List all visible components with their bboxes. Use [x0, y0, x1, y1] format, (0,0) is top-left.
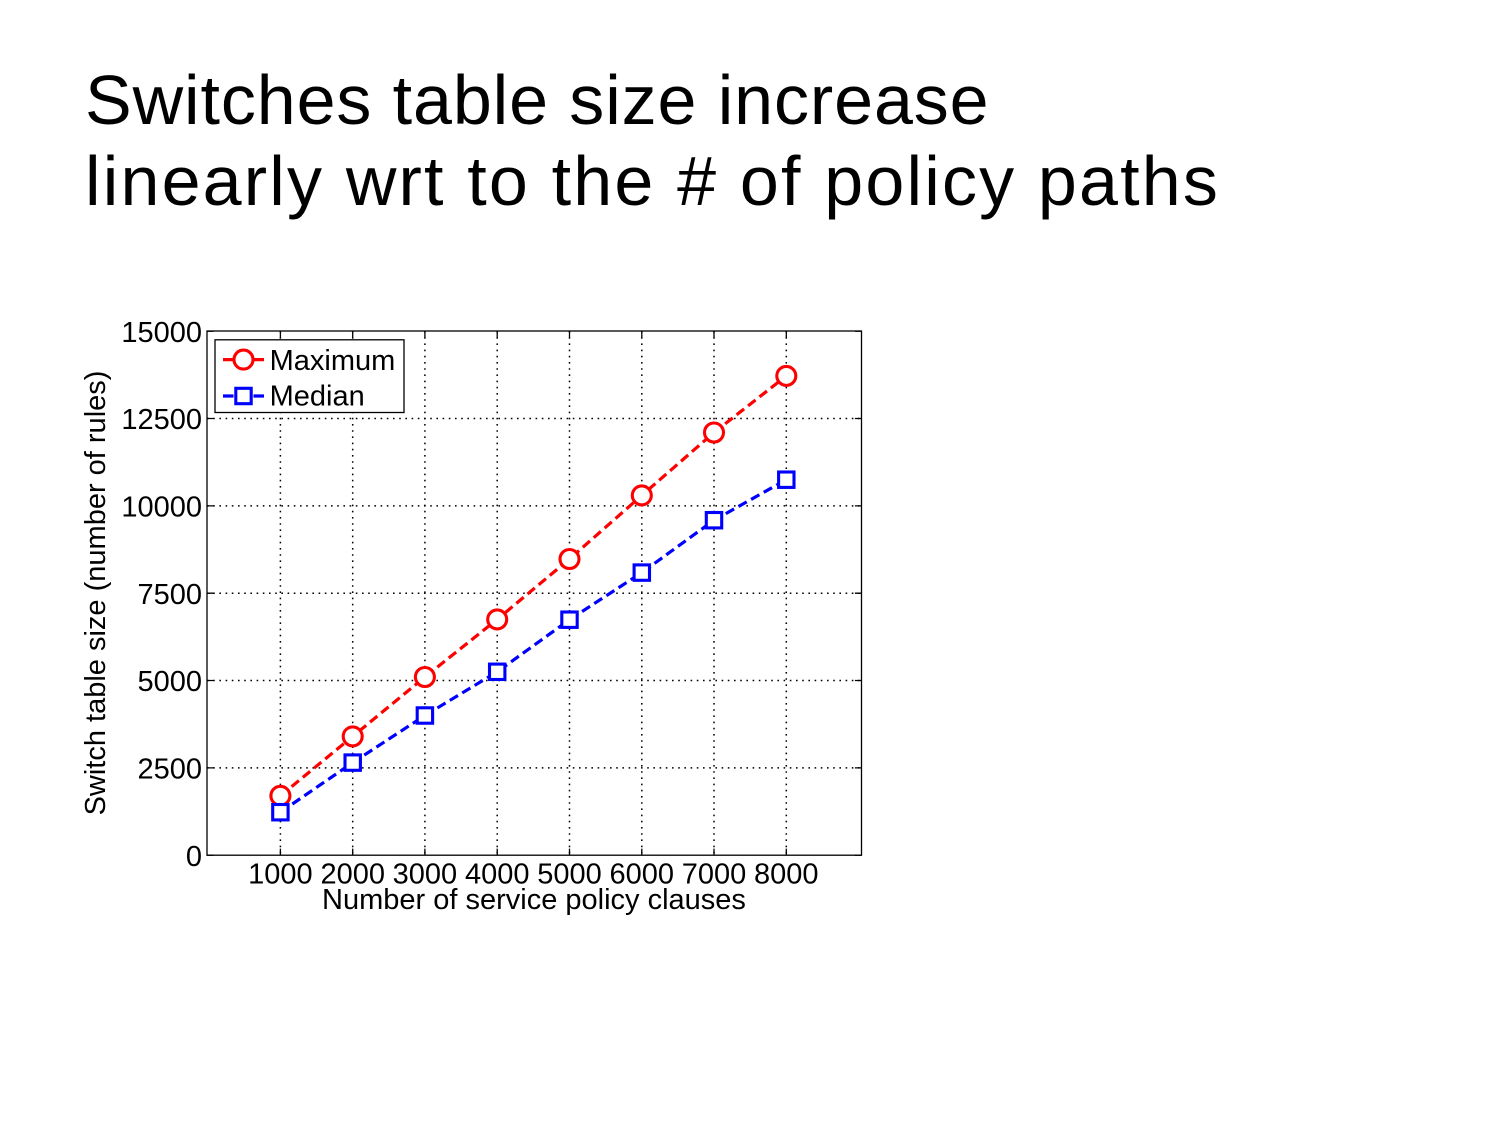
svg-text:4000: 4000	[465, 858, 530, 890]
svg-text:Number of service policy claus: Number of service policy clauses	[322, 884, 746, 916]
svg-text:5000: 5000	[537, 858, 602, 890]
svg-text:10000: 10000	[121, 492, 202, 524]
svg-text:Maximum: Maximum	[270, 345, 396, 377]
svg-text:0: 0	[186, 841, 202, 873]
svg-text:7000: 7000	[682, 858, 747, 890]
svg-text:3000: 3000	[393, 858, 458, 890]
svg-text:2500: 2500	[137, 754, 202, 786]
svg-text:7500: 7500	[137, 579, 202, 611]
svg-text:Median: Median	[270, 380, 365, 412]
svg-text:12500: 12500	[121, 404, 202, 436]
svg-text:5000: 5000	[137, 666, 202, 698]
svg-text:8000: 8000	[754, 858, 819, 890]
svg-text:1000: 1000	[248, 858, 313, 890]
svg-text:6000: 6000	[610, 858, 675, 890]
svg-text:15000: 15000	[121, 317, 202, 349]
svg-text:2000: 2000	[320, 858, 385, 890]
svg-text:Switch table size (number of r: Switch table size (number of rules)	[80, 371, 112, 816]
